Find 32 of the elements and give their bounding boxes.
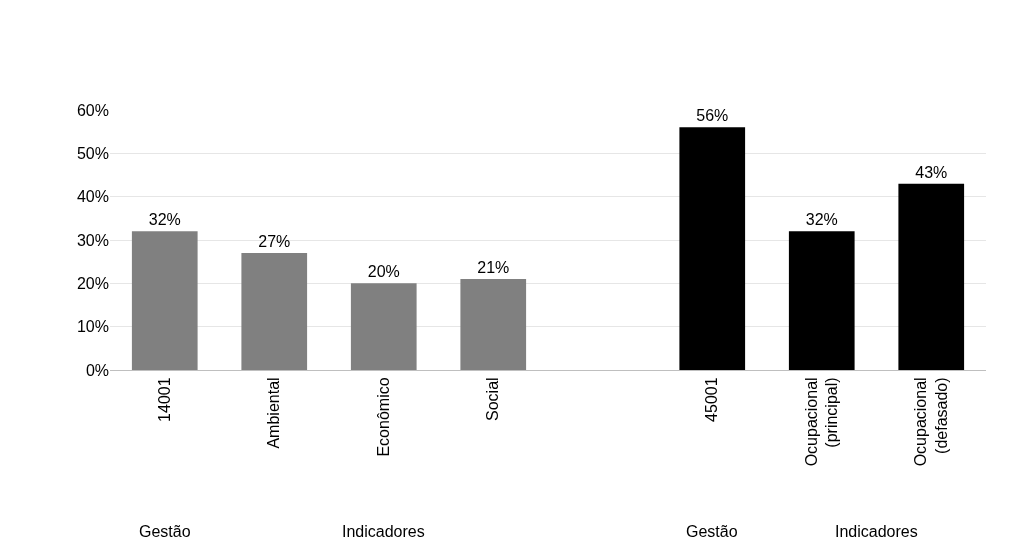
data-label: 32%	[148, 211, 181, 229]
bar	[131, 231, 198, 370]
y-tick-label: 20%	[76, 274, 109, 292]
data-label: 27%	[258, 233, 291, 250]
y-tick-label: 10%	[76, 318, 109, 336]
y-tick-label: 30%	[76, 231, 109, 249]
y-tick-label: 50%	[76, 144, 109, 162]
x-tick-label: Ocupacional (principal)	[802, 377, 841, 467]
x-tick-label: Econômico	[374, 377, 392, 457]
data-label: 56%	[696, 107, 729, 125]
y-tick-label: 60%	[76, 101, 109, 119]
bar	[788, 231, 855, 370]
bar	[350, 283, 417, 370]
text: Gestão	[686, 523, 738, 540]
data-label: 21%	[477, 259, 510, 276]
bar	[679, 127, 746, 370]
x-tick-label: Ambiental	[265, 377, 283, 449]
bar	[241, 253, 308, 370]
bar	[460, 279, 527, 370]
bar	[898, 183, 965, 370]
text: Indicadores	[835, 523, 918, 540]
text: Indicadores	[342, 523, 425, 540]
data-label: 32%	[805, 211, 838, 229]
text: Gestão	[139, 523, 191, 540]
y-tick-label: 40%	[76, 188, 109, 206]
y-tick-label: 0%	[85, 361, 109, 379]
x-tick-label: 14001	[155, 377, 173, 422]
data-label: 20%	[367, 263, 400, 281]
x-tick-label: Ocupacional (defasado)	[912, 377, 950, 467]
data-label: 43%	[915, 163, 948, 181]
x-tick-label: 45001	[703, 377, 721, 422]
x-tick-label: Social	[484, 377, 502, 421]
